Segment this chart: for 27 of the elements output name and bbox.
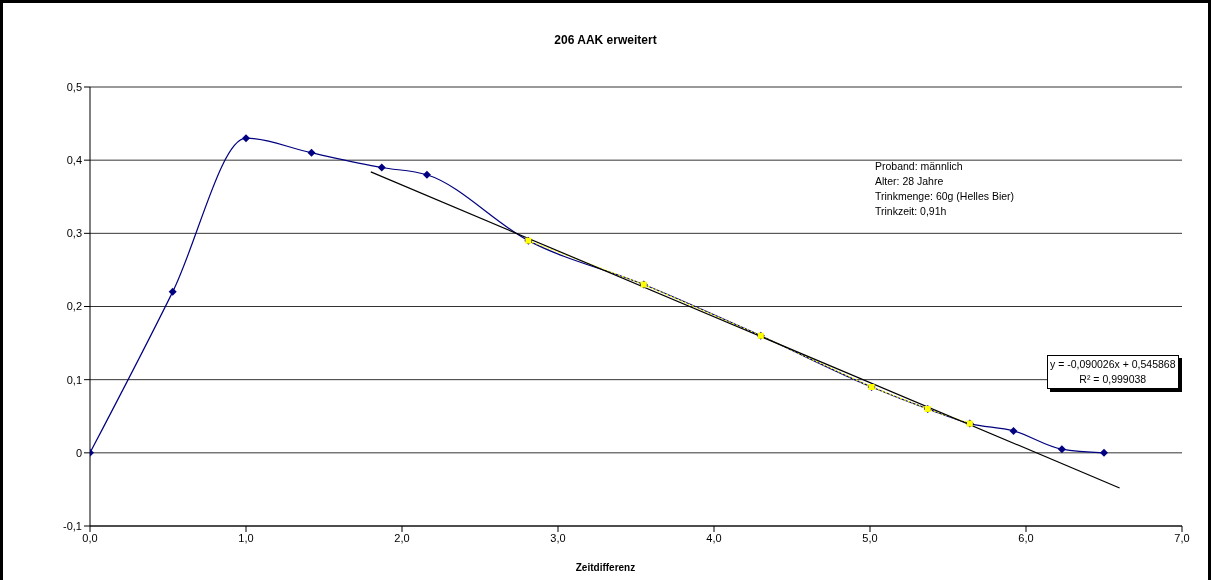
x-tick-label: 2,0 [394, 531, 410, 544]
x-tick-label: 0,0 [82, 531, 98, 544]
y-tick-label: 0,4 [66, 154, 82, 167]
y-tick-label: 0,2 [66, 300, 82, 313]
x-axis-title: Zeitdifferenz [574, 562, 637, 573]
point [377, 163, 386, 172]
y-tick-label: -0,1 [63, 519, 82, 532]
y-tick-label: 0,5 [66, 80, 82, 93]
x-tick-label: 4,0 [706, 531, 722, 544]
annotation: y = -0,090026x + 0,545868 R² = 0,999038 [1047, 355, 1179, 389]
x-tick-label: 3,0 [550, 531, 566, 544]
point [168, 287, 177, 296]
y-tick-label: 0,3 [66, 227, 82, 240]
x-tick-label: 1,0 [238, 531, 254, 544]
point [1100, 448, 1108, 457]
y-tick-label: 0 [75, 446, 82, 459]
y-tick-label: 0,1 [66, 373, 82, 386]
point [1009, 426, 1018, 435]
annotation: Proband: männlich Alter: 28 Jahre Trinkmenge: 60g (Helles Bier) Trinkzeit: 0,91h [874, 159, 1016, 219]
point [1057, 445, 1066, 454]
x-tick-label: 6,0 [1018, 531, 1034, 544]
point [422, 170, 431, 179]
x-tick-label: 5,0 [862, 531, 878, 544]
point [242, 134, 250, 143]
x-tick-label: 7,0 [1174, 531, 1190, 544]
point [307, 148, 316, 157]
chart-title: 206 AAK erweitert [553, 33, 658, 47]
